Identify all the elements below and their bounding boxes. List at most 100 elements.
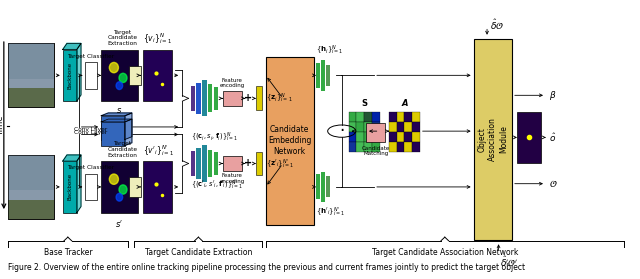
- Text: Conv Layer: Conv Layer: [74, 127, 108, 132]
- Text: $\hat{o}$: $\hat{o}$: [549, 131, 556, 144]
- Text: $\{v'_i\}_{i=1}^{N'}$: $\{v'_i\}_{i=1}^{N'}$: [143, 143, 175, 158]
- Bar: [196, 83, 201, 114]
- Bar: [101, 116, 125, 140]
- Bar: [412, 122, 420, 132]
- Bar: [389, 132, 397, 142]
- Text: Base Tracker: Base Tracker: [44, 248, 92, 257]
- Bar: [356, 122, 364, 132]
- Text: Target
Candidate
Extraction: Target Candidate Extraction: [108, 30, 138, 46]
- Polygon shape: [125, 119, 132, 146]
- Polygon shape: [101, 113, 132, 116]
- Text: Object
Association
Module: Object Association Module: [477, 117, 508, 162]
- Bar: [8, 43, 54, 107]
- Text: A: A: [401, 99, 408, 108]
- Text: Time: Time: [0, 115, 5, 136]
- Bar: [364, 142, 372, 152]
- Bar: [349, 112, 356, 122]
- Bar: [8, 155, 54, 219]
- Text: +: +: [244, 158, 252, 169]
- Bar: [389, 142, 397, 152]
- Text: $\beta$: $\beta$: [549, 89, 557, 102]
- Polygon shape: [125, 113, 132, 140]
- Bar: [321, 172, 324, 202]
- Text: Backbone: Backbone: [67, 62, 72, 89]
- Bar: [326, 65, 330, 86]
- Polygon shape: [101, 119, 132, 122]
- Text: $\{\mathbf{h}_i\}_{i=1}^N$: $\{\mathbf{h}_i\}_{i=1}^N$: [316, 44, 344, 57]
- Bar: [397, 112, 404, 122]
- Bar: [101, 161, 138, 213]
- Bar: [356, 132, 364, 142]
- Bar: [256, 86, 262, 110]
- Ellipse shape: [109, 174, 118, 184]
- Text: +: +: [244, 93, 252, 103]
- Bar: [349, 122, 356, 132]
- Bar: [389, 112, 397, 122]
- Bar: [372, 112, 380, 122]
- Text: Backbone: Backbone: [67, 173, 72, 201]
- Text: $s'$: $s'$: [115, 218, 124, 229]
- Bar: [85, 62, 97, 89]
- Text: $\{\mathbf{h}'_i\}_{i=1}^{N'}$: $\{\mathbf{h}'_i\}_{i=1}^{N'}$: [316, 205, 346, 218]
- Bar: [8, 193, 54, 219]
- Text: $\{(\mathbf{c}'_i, s'_i, \mathbf{f}'_i)\}_{i=1}^{N'}$: $\{(\mathbf{c}'_i, s'_i, \mathbf{f}'_i)\…: [191, 178, 243, 191]
- Bar: [404, 132, 412, 142]
- Bar: [316, 174, 320, 199]
- Text: Candidate
Embedding
Network: Candidate Embedding Network: [268, 125, 311, 157]
- Bar: [8, 79, 54, 88]
- Polygon shape: [77, 155, 81, 213]
- Bar: [364, 122, 372, 132]
- Polygon shape: [63, 43, 81, 50]
- Text: Feature
encoding: Feature encoding: [220, 78, 245, 88]
- Bar: [214, 152, 218, 175]
- Text: Target Candidate Extraction: Target Candidate Extraction: [145, 248, 252, 257]
- Bar: [372, 132, 380, 142]
- Bar: [191, 86, 195, 111]
- Bar: [8, 155, 54, 190]
- Bar: [412, 132, 420, 142]
- Bar: [101, 122, 125, 146]
- Text: Figure 2. Overview of the entire online tracking pipeline processing the previou: Figure 2. Overview of the entire online …: [8, 263, 525, 272]
- Bar: [85, 174, 97, 200]
- Bar: [364, 112, 372, 122]
- Bar: [208, 150, 212, 177]
- Bar: [8, 82, 54, 107]
- Bar: [364, 132, 372, 142]
- Bar: [196, 148, 201, 179]
- Bar: [412, 142, 420, 152]
- Bar: [129, 66, 141, 85]
- Bar: [326, 176, 330, 198]
- Bar: [366, 123, 385, 142]
- Bar: [404, 112, 412, 122]
- Bar: [256, 151, 262, 175]
- Ellipse shape: [116, 82, 123, 90]
- Ellipse shape: [109, 62, 118, 73]
- Text: $\{\mathbf{z}'_i\}_{i=1}^{N'}$: $\{\mathbf{z}'_i\}_{i=1}^{N'}$: [266, 157, 294, 170]
- Ellipse shape: [116, 193, 123, 201]
- Text: $\hat{\delta}\mathcal{O}$: $\hat{\delta}\mathcal{O}$: [490, 18, 504, 32]
- Bar: [321, 60, 324, 91]
- Bar: [214, 87, 218, 110]
- Bar: [143, 161, 172, 213]
- Text: $\mathcal{O}$: $\mathcal{O}$: [549, 178, 557, 189]
- Text: $\{\mathbf{z}_i\}_{i=1}^N$: $\{\mathbf{z}_i\}_{i=1}^N$: [266, 92, 292, 105]
- Bar: [202, 145, 207, 182]
- Bar: [372, 122, 380, 132]
- Bar: [8, 190, 54, 200]
- Bar: [474, 39, 512, 240]
- Bar: [356, 112, 364, 122]
- Text: Target Candidate Association Network: Target Candidate Association Network: [372, 248, 518, 257]
- Bar: [517, 112, 541, 163]
- Bar: [412, 112, 420, 122]
- Bar: [63, 161, 77, 213]
- Text: S: S: [361, 99, 367, 108]
- Text: Candidate
Matching: Candidate Matching: [362, 146, 390, 156]
- Bar: [191, 151, 195, 176]
- Bar: [223, 156, 242, 171]
- Bar: [208, 84, 212, 112]
- Bar: [202, 80, 207, 117]
- Bar: [8, 155, 54, 219]
- Bar: [266, 57, 314, 225]
- Text: Conv Layer: Conv Layer: [74, 130, 108, 135]
- Bar: [223, 91, 242, 106]
